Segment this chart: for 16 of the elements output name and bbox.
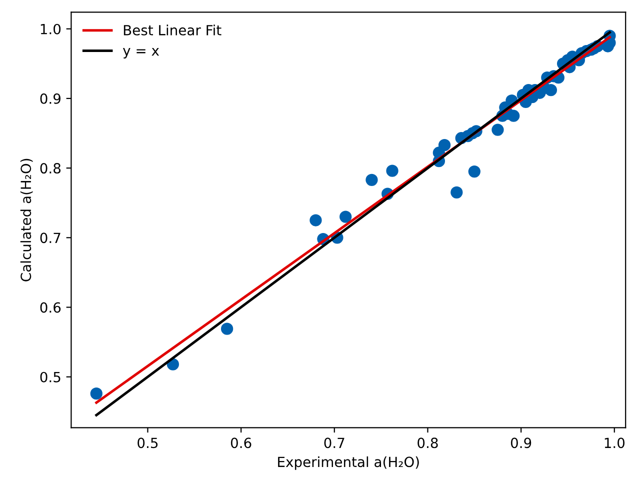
- x-tick-label: 0.8: [418, 438, 438, 448]
- x-tick-label: 0.7: [324, 438, 344, 448]
- x-tick-label: 0.6: [230, 438, 252, 448]
- y-tick-label: 0.7: [40, 232, 60, 244]
- y-axis-title: Calculated a(H₂O): [20, 158, 33, 282]
- y-tick-label: 0.8: [40, 163, 61, 174]
- legend-label: Best Linear Fit: [124, 24, 222, 36]
- y-tick-label: 0.5: [40, 372, 60, 382]
- x-tick-label: 0.5: [138, 438, 158, 448]
- x-axis-title: Experimental a(H₂O): [278, 456, 419, 470]
- y-tick-label: 0.6: [40, 302, 61, 313]
- y-tick-label: 1.0: [40, 24, 61, 34]
- legend-label: y = x: [122, 48, 160, 58]
- x-tick-label: 0.9: [510, 438, 532, 448]
- y-tick-label: 0.9: [40, 93, 60, 104]
- x-tick-label: 1.0: [604, 438, 625, 448]
